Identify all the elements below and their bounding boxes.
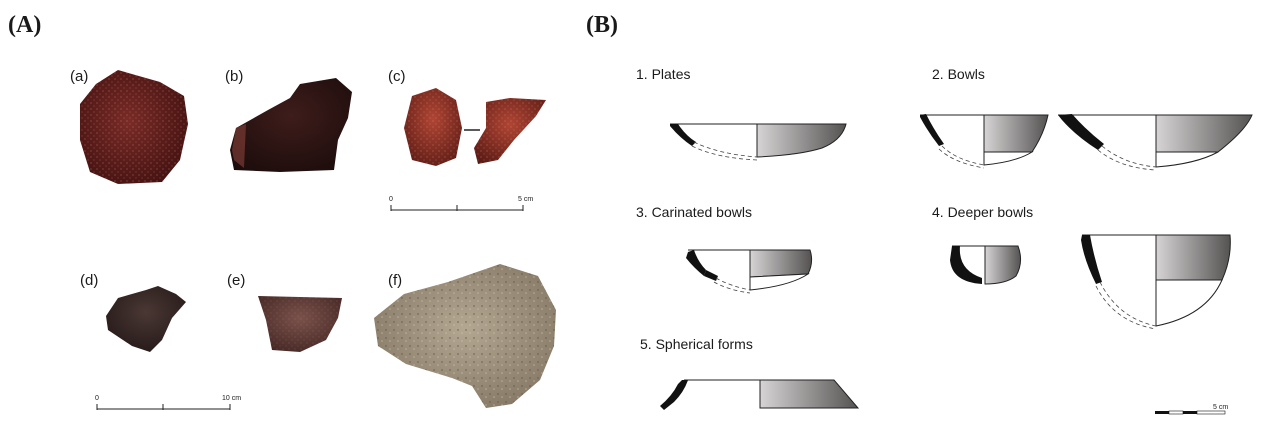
photo-label-d: (d)	[80, 272, 99, 289]
form-heading-spherical: 5. Spherical forms	[640, 336, 753, 352]
sherd-photo-e	[258, 296, 342, 352]
profile-bowl-large	[1058, 114, 1253, 171]
panel-a-letter: (A)	[8, 12, 42, 38]
panel-b-letter: (B)	[586, 12, 618, 38]
sherd-photo-d	[106, 286, 186, 352]
sherd-photo-c-2	[474, 98, 546, 164]
photo-label-f: (f)	[388, 272, 403, 289]
sherd-photo-b	[230, 78, 352, 172]
drawing-scale-bar	[1155, 410, 1226, 415]
scale-bar-top	[390, 205, 524, 211]
profile-carinated-bowl	[686, 249, 813, 294]
profile-deeper-bowl-large	[1081, 234, 1231, 330]
sherd-photo-f	[374, 264, 556, 408]
scale-top-start: 0	[389, 196, 393, 203]
profile-plates	[670, 123, 847, 161]
photo-label-e: (e)	[227, 272, 246, 289]
scale-bottom-start: 0	[95, 395, 99, 402]
profile-deeper-bowl-small	[950, 245, 1022, 285]
form-heading-deeper: 4. Deeper bowls	[932, 204, 1034, 220]
scale-bar-bottom	[96, 404, 231, 410]
photo-label-b: (b)	[225, 68, 244, 85]
drawing-scale-end: 5 cm	[1213, 404, 1229, 411]
scale-top-end: 5 cm	[518, 196, 534, 203]
scale-bottom-end: 10 cm	[222, 395, 242, 402]
photo-label-c: (c)	[388, 68, 406, 85]
form-heading-carinated: 3. Carinated bowls	[636, 204, 752, 220]
photo-label-a: (a)	[70, 68, 89, 85]
form-heading-plates: 1. Plates	[636, 66, 691, 82]
form-heading-bowls: 2. Bowls	[932, 66, 985, 82]
profile-spherical-form	[660, 379, 860, 410]
sherd-photo-c-1	[404, 88, 462, 166]
profile-bowl-small	[920, 114, 1049, 169]
sherd-photo-a	[80, 70, 188, 184]
